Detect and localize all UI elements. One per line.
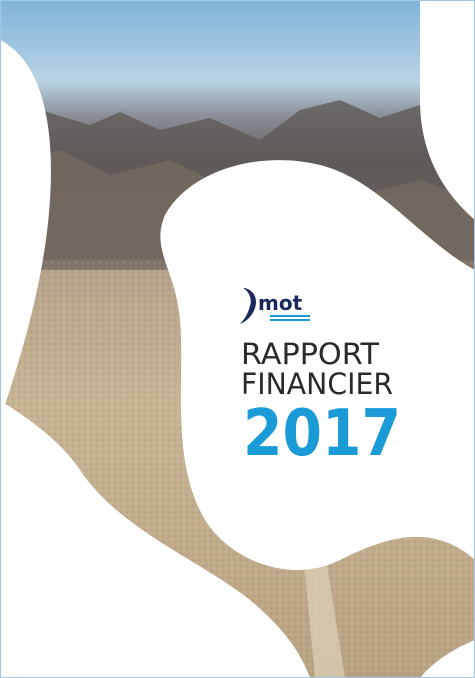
- logo-line: [270, 315, 310, 317]
- logo-name: mot: [258, 291, 303, 315]
- year: 2017: [243, 397, 401, 471]
- title-line: RAPPORT: [241, 337, 379, 371]
- logo-line: [270, 319, 310, 321]
- title-line: FINANCIER: [241, 367, 393, 401]
- logo-mark: [240, 288, 256, 324]
